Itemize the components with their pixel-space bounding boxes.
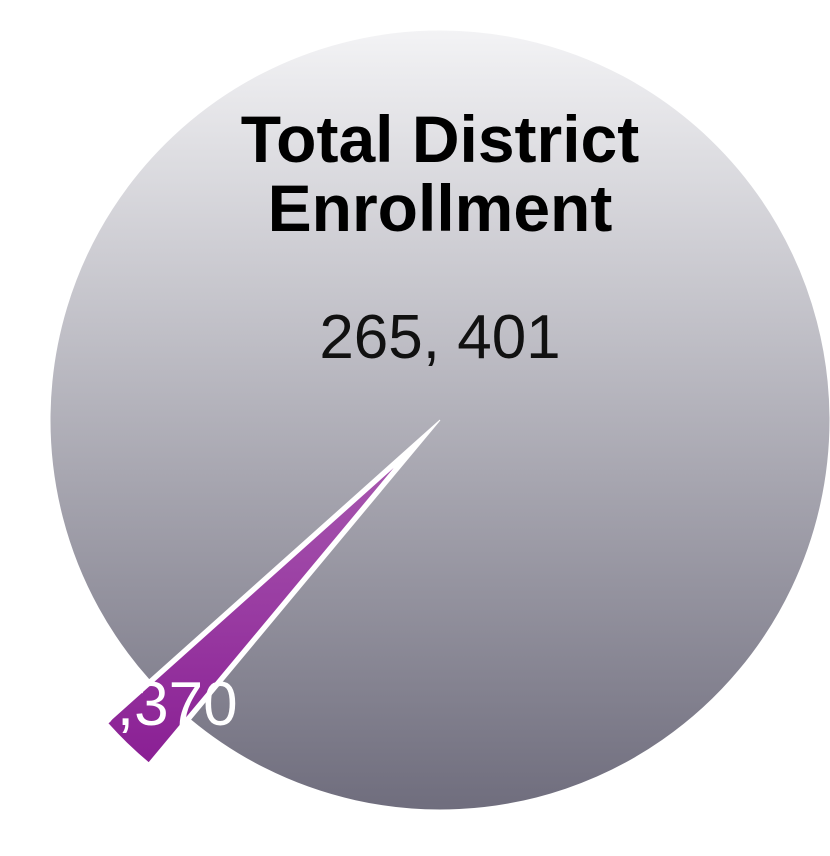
pie-slice: [106, 462, 399, 764]
value-label: 265, 401: [319, 303, 561, 372]
value-label: 6,370: [82, 670, 238, 739]
slice-label: Total District Enrollment: [240, 102, 640, 246]
pie-slice: [49, 29, 830, 811]
